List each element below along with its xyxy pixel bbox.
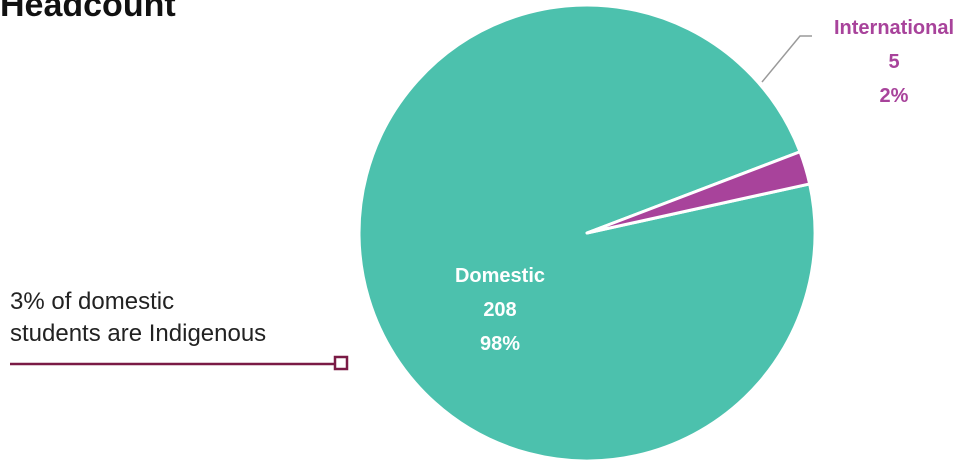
domestic-label: Domestic bbox=[455, 265, 545, 287]
international-label: International bbox=[834, 17, 954, 39]
international-percent: 2% bbox=[880, 85, 909, 107]
annotation-marker bbox=[335, 357, 347, 369]
domestic-percent: 98% bbox=[480, 333, 520, 355]
international-leader-line bbox=[762, 36, 812, 82]
international-value: 5 bbox=[888, 51, 899, 73]
pie-slices bbox=[359, 5, 815, 461]
domestic-value: 208 bbox=[483, 299, 516, 321]
